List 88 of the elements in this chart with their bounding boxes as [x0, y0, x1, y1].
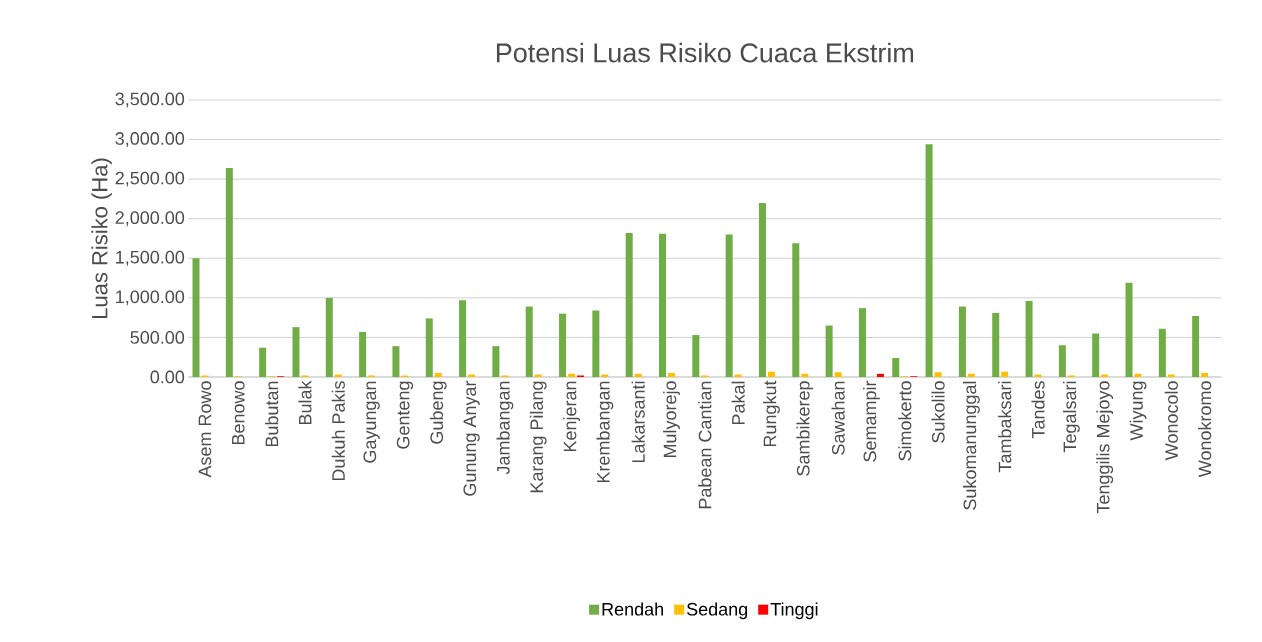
x-tick-label: Wiyung: [1129, 381, 1147, 441]
bar: [668, 373, 676, 377]
x-tick-label: Bulak: [298, 380, 312, 425]
bar: [1134, 373, 1142, 377]
bar: [1201, 373, 1209, 377]
bar: [568, 373, 576, 377]
x-tick-label: Benowo: [232, 381, 245, 445]
x-tick-label: Semampir: [863, 380, 880, 462]
bar: [1158, 328, 1166, 377]
x-tick-label: Simokerto: [898, 381, 912, 461]
x-tick-label: Rungkut: [763, 380, 780, 447]
x-tick-label: Pakal: [731, 381, 745, 425]
bar: [758, 202, 766, 377]
x-tick-label: Bubutan: [265, 381, 279, 447]
y-tick-label: 2,500.00: [115, 171, 185, 187]
x-tick-label: Wonocolo: [1164, 381, 1178, 461]
bar: [958, 306, 966, 377]
x-tick-label: Kenjeran: [563, 381, 580, 452]
y-tick-label: 0.00: [150, 370, 185, 384]
x-tick-label: Lakarsanti: [631, 381, 645, 463]
bar: [834, 372, 842, 377]
bar: [659, 233, 667, 377]
x-tick-label: Gunung Anyar: [463, 380, 480, 496]
x-tick-label: Tambaksari: [998, 381, 1012, 473]
bar: [592, 310, 600, 377]
bar: [1058, 345, 1066, 377]
x-tick-label: Gayungan: [363, 381, 380, 463]
bar: [1192, 316, 1200, 377]
x-tick-label: Sambikerep: [796, 381, 814, 476]
bar: [992, 312, 1000, 377]
x-tick-label: Dukuh Pakis: [331, 381, 345, 481]
bar: [801, 373, 809, 377]
bar: [225, 168, 233, 377]
x-tick-label: Krembangan: [596, 381, 614, 483]
y-tick-label: 1,500.00: [116, 250, 185, 266]
bar: [934, 372, 942, 377]
bar: [1001, 371, 1009, 377]
bar: [1092, 333, 1100, 377]
x-tick-label: Wonokromo: [1198, 381, 1212, 478]
bar: [359, 331, 367, 377]
legend-label: Sedang: [686, 602, 748, 620]
bar: [259, 347, 267, 377]
bar: [492, 346, 500, 377]
bar: [876, 373, 884, 377]
bar: [767, 371, 775, 377]
chart-title: Potensi Luas Risiko Cuaca Ekstrim: [496, 42, 914, 63]
x-tick-label: Jambangan: [496, 381, 514, 475]
bar: [392, 346, 400, 377]
x-tick-label: Tegalsari: [1062, 381, 1080, 453]
bar: [559, 313, 567, 377]
x-tick-label: Karang Pilang: [529, 381, 547, 493]
bar: [434, 373, 442, 377]
x-tick-label: Gubeng: [429, 381, 447, 444]
bar: [192, 258, 200, 377]
x-tick-label: Tandes: [1031, 381, 1045, 439]
x-tick-label: Sukomanunggal: [963, 381, 980, 510]
bar: [292, 327, 300, 377]
bar: [825, 325, 833, 377]
bar: [459, 300, 467, 377]
bar: [1025, 301, 1033, 377]
y-axis-title: Luas Risiko (Ha): [91, 158, 112, 318]
bar: [792, 243, 800, 377]
x-tick-label: Sawahan: [831, 381, 845, 455]
bar: [634, 373, 642, 377]
x-tick-label: Pabean Cantian: [698, 381, 712, 509]
bar: [425, 318, 433, 377]
bar: [692, 335, 700, 377]
bar: [892, 358, 900, 377]
x-tick-label: Mulyorejo: [663, 381, 680, 458]
bar: [925, 144, 933, 377]
legend-label: Rendah: [602, 602, 663, 616]
bar: [525, 306, 533, 377]
x-tick-label: Asem Rowo: [198, 381, 212, 478]
bar: [325, 297, 333, 377]
bar: [1125, 282, 1133, 377]
y-tick-label: 1,000.00: [116, 290, 185, 306]
bar: [725, 234, 733, 377]
x-tick-label: Genteng: [396, 381, 414, 449]
legend-label: Tinggi: [770, 602, 818, 620]
y-tick-label: 500.00: [130, 331, 185, 344]
y-tick-label: 3,500.00: [115, 92, 185, 108]
x-tick-label: Sukolilo: [931, 381, 945, 443]
bar: [858, 308, 866, 377]
y-tick-label: 2,000.00: [115, 211, 185, 227]
x-tick-label: Tenggilis Mejoyo: [1096, 381, 1114, 514]
y-tick-label: 3,000.00: [115, 132, 185, 148]
bar: [625, 232, 633, 377]
bar: [967, 373, 975, 377]
